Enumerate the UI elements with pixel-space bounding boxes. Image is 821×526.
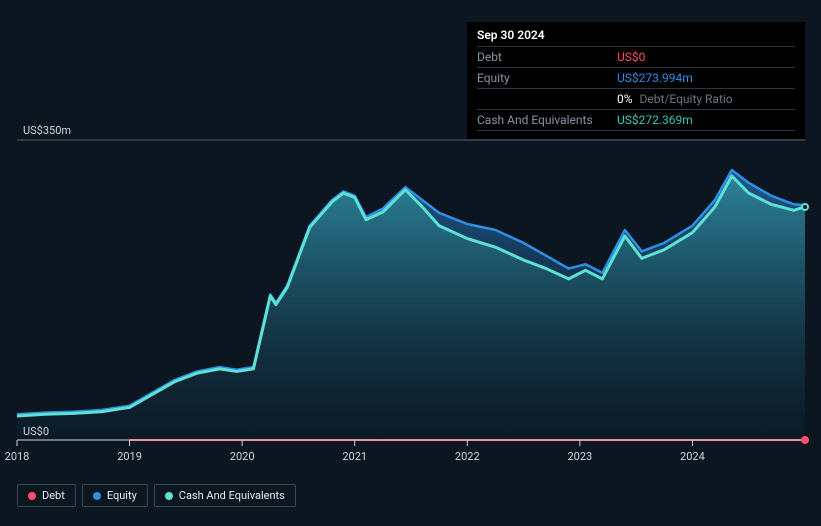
legend-label: Debt	[42, 489, 65, 502]
y-axis-label: US$350m	[23, 124, 71, 137]
legend-item-cash-and-equivalents[interactable]: Cash And Equivalents	[154, 484, 296, 507]
y-axis-label: US$0	[23, 425, 49, 438]
chart-container: { "background_color": "#0b1621", "toolti…	[0, 0, 821, 526]
legend-swatch	[93, 492, 101, 500]
legend-item-equity[interactable]: Equity	[82, 484, 148, 507]
legend-swatch	[165, 492, 173, 500]
x-axis-label: 2020	[230, 450, 255, 463]
marker-cash	[801, 203, 809, 211]
x-axis-label: 2019	[117, 450, 142, 463]
x-axis-label: 2018	[5, 450, 30, 463]
legend-label: Equity	[107, 489, 137, 502]
marker-debt	[801, 436, 809, 444]
chart-plot	[0, 0, 821, 526]
legend-item-debt[interactable]: Debt	[17, 484, 76, 507]
cash-area	[17, 176, 805, 440]
x-axis-label: 2024	[680, 450, 705, 463]
x-axis-label: 2023	[567, 450, 592, 463]
x-axis-label: 2021	[342, 450, 367, 463]
legend-swatch	[28, 492, 36, 500]
x-axis-label: 2022	[455, 450, 480, 463]
legend: Debt Equity Cash And Equivalents	[17, 484, 296, 507]
legend-label: Cash And Equivalents	[179, 489, 285, 502]
